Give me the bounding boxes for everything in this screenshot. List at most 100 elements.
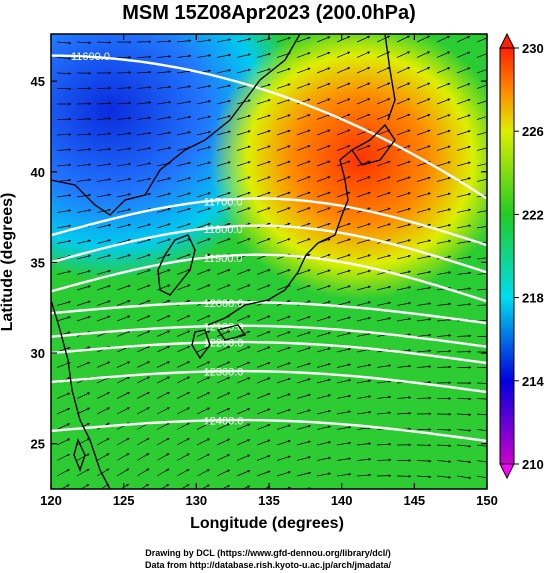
contour-line — [51, 54, 487, 200]
wind-vector — [196, 222, 211, 229]
wind-vector — [276, 114, 291, 120]
wind-vector — [256, 439, 271, 446]
wind-vector — [96, 178, 112, 182]
x-tick-label: 125 — [113, 493, 135, 508]
wind-vector — [356, 176, 371, 182]
wind-vector — [56, 224, 72, 229]
wind-vector — [176, 422, 190, 430]
wind-vector — [216, 99, 232, 105]
colorbar: 210 214 218 222 226 230 — [499, 32, 544, 480]
contour-line — [51, 300, 487, 325]
wind-vector — [416, 51, 431, 58]
wind-vector — [176, 238, 191, 244]
wind-vector — [216, 330, 231, 337]
wind-vector — [236, 284, 251, 291]
wind-vector — [416, 255, 432, 260]
wind-vector — [196, 192, 211, 198]
wind-vector — [256, 52, 271, 58]
wind-vector — [236, 176, 251, 182]
wind-vector — [160, 483, 170, 489]
wind-vector — [316, 114, 331, 120]
wind-vector — [176, 161, 192, 167]
wind-vector — [276, 37, 291, 43]
wind-vector — [256, 455, 271, 461]
wind-vector — [396, 364, 412, 368]
y-tick-label: 25 — [31, 437, 45, 452]
wind-vector — [416, 396, 432, 400]
wind-vector — [116, 71, 132, 74]
wind-vector — [156, 223, 171, 229]
wind-vector — [276, 160, 291, 167]
wind-vector — [456, 240, 472, 244]
wind-vector — [56, 133, 72, 136]
y-axis: 25 30 35 40 45 — [31, 74, 487, 452]
wind-vector — [456, 51, 471, 58]
wind-vector — [336, 363, 352, 368]
wind-vector — [156, 407, 170, 415]
wind-vector — [256, 315, 271, 322]
wind-vector — [76, 453, 90, 461]
wind-vector — [236, 315, 251, 322]
wind-vector — [236, 408, 251, 415]
wind-vector — [136, 116, 152, 120]
wind-vector — [436, 176, 451, 182]
wind-vector — [436, 98, 451, 105]
wind-vector — [196, 453, 210, 461]
warm-region — [210, 34, 487, 300]
wind-vector — [216, 269, 231, 275]
wind-vector — [176, 438, 190, 446]
wind-vector — [196, 146, 211, 151]
wind-vector — [296, 269, 311, 275]
wind-vector — [216, 161, 231, 167]
colorbar-min-arrow — [499, 463, 515, 480]
wind-vector — [316, 316, 331, 322]
wind-vector — [156, 238, 171, 244]
wind-vector — [276, 191, 291, 198]
wind-vector — [156, 376, 171, 384]
wind-vector — [436, 114, 451, 120]
wind-vector — [336, 160, 351, 167]
wind-vector — [256, 145, 271, 151]
wind-vector — [396, 411, 412, 415]
wind-vector — [476, 304, 487, 306]
wind-vector — [56, 300, 71, 306]
wind-vector — [336, 82, 351, 89]
colorbar-ramp — [499, 47, 515, 465]
wind-vector — [216, 69, 232, 74]
wind-vector — [316, 191, 331, 198]
wind-vector — [156, 146, 172, 151]
wind-vector — [416, 114, 431, 120]
wind-vector — [216, 377, 231, 384]
wind-vector — [136, 223, 151, 229]
wind-vector — [436, 334, 452, 337]
wind-vector — [376, 145, 391, 151]
wind-vector — [276, 207, 291, 213]
wind-vector — [436, 129, 451, 136]
x-tick-label: 145 — [403, 493, 425, 508]
wind-vector — [376, 176, 391, 182]
wind-vector — [176, 468, 190, 477]
contour-line — [51, 369, 487, 394]
colorbar-tick-label: 218 — [522, 291, 544, 306]
wind-vector — [76, 41, 92, 45]
wind-vector — [476, 320, 487, 322]
wind-vector — [236, 145, 251, 151]
wind-vector — [316, 347, 331, 353]
wind-vector — [376, 317, 392, 322]
wind-vector — [196, 100, 212, 105]
wind-vector — [456, 429, 472, 432]
wind-vector — [96, 453, 110, 461]
wind-vector — [376, 113, 391, 120]
x-tick-label: 135 — [258, 493, 280, 508]
wind-vector — [76, 285, 91, 291]
wind-vector — [456, 444, 472, 448]
wind-vector — [456, 83, 471, 89]
wind-vector — [357, 491, 371, 492]
wind-vector — [416, 208, 431, 213]
contour-label: 11700.0 — [204, 197, 243, 209]
wind-vector — [96, 147, 112, 151]
colorbar-max-arrow — [499, 32, 515, 49]
wind-vector — [416, 459, 432, 463]
wind-vector — [316, 456, 332, 461]
colorbar-tick-label: 214 — [522, 374, 544, 389]
